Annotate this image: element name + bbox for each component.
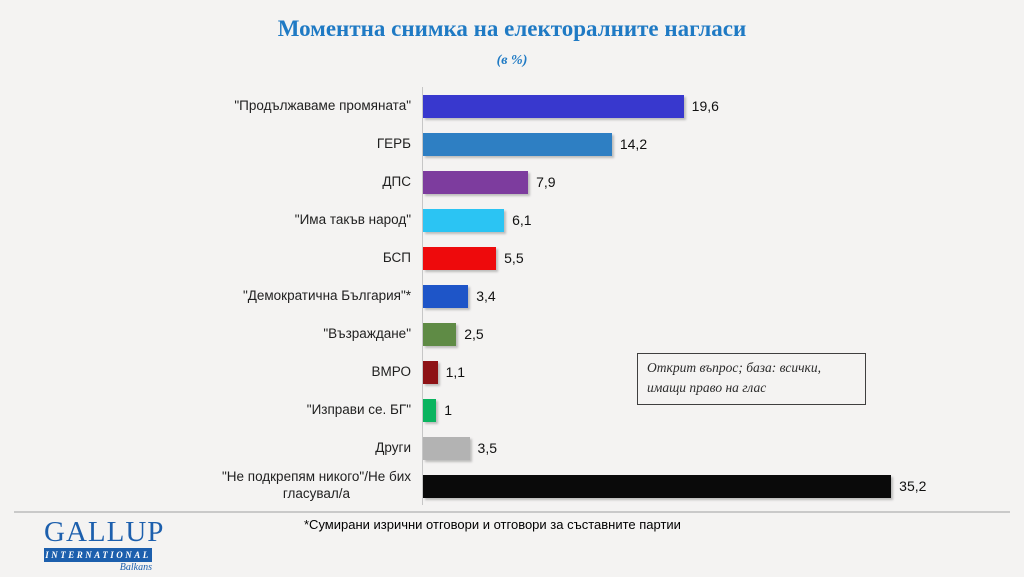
chart-row: "Не подкрепям никого"/Не бих гласувал/а 3… [0,467,1024,505]
chart-row: Други 3,5 [0,429,1024,467]
gallup-logo: GALLUP INTERNATIONAL Balkans [44,516,165,573]
bar-area: 6,1 [422,201,1024,239]
value-label: 1,1 [445,364,466,380]
category-label: ВМРО [0,364,422,381]
logo-region: Balkans [119,562,152,573]
category-label: Други [0,440,422,457]
category-label-text: БСП [382,249,411,265]
category-label-text: ДПС [382,173,411,189]
chart-row: "Продължаваме промяната" 19,6 [0,87,1024,125]
category-label: "Има такъв народ" [0,212,422,229]
value-label: 19,6 [691,98,719,114]
category-label-text: "Възраждане" [323,325,411,341]
bar [423,322,457,346]
bar-area: 35,2 [422,467,1024,505]
bar-area: 14,2 [422,125,1024,163]
category-label: "Не подкрепям никого"/Не бих гласувал/а [0,469,422,503]
category-label: БСП [0,250,422,267]
value-label: 1 [444,402,453,418]
category-label-text: "Продължаваме промяната" [234,97,411,113]
bar [423,398,437,422]
bar-area: 3,5 [422,429,1024,467]
bar-area: 1 [422,391,1024,429]
bar [423,360,438,384]
value-label: 6,1 [512,212,532,228]
value-label: 7,9 [536,174,556,190]
category-label-text: ГЕРБ [376,135,411,151]
chart-row: "Изправи се. БГ" 1 [0,391,1024,429]
bar [423,246,497,270]
bar-chart: "Продължаваме промяната" 19,6 ГЕРБ 14,2 ДПС 7… [0,87,1024,505]
value-label: 14,2 [619,136,648,152]
bar-area: 1,1 [422,353,1024,391]
value-label: 3,5 [477,440,498,456]
category-label: "Възраждане" [0,326,422,343]
logo-subname: INTERNATIONAL [44,548,152,562]
footer-divider [14,511,1010,513]
chart-rows: "Продължаваме промяната" 19,6 ГЕРБ 14,2 ДПС 7… [0,87,1024,505]
chart-row: "Демократична България"* 3,4 [0,277,1024,315]
annotation-text: Открит въпрос; база: всички, имащи право… [647,360,821,396]
category-label: "Демократична България"* [0,288,422,305]
bar [423,436,470,460]
category-label: ГЕРБ [0,136,422,153]
chart-row: ГЕРБ 14,2 [0,125,1024,163]
bar-area: 3,4 [422,277,1024,315]
category-label-text: ВМРО [371,363,411,379]
bar [423,132,612,156]
category-label-text: "Има такъв народ" [294,211,411,227]
chart-subtitle: (в %) [496,53,528,68]
bar-area: 19,6 [422,87,1024,125]
chart-row: "Има такъв народ" 6,1 [0,201,1024,239]
bar [423,94,684,118]
bar [423,284,469,308]
chart-row: ДПС 7,9 [0,163,1024,201]
logo-name: GALLUP [44,516,165,548]
value-label: 2,5 [464,326,484,342]
category-label-text: "Не подкрепям никого"/Не бих гласувал/а [221,469,411,501]
bar-area: 2,5 [422,315,1024,353]
bar [423,208,505,232]
category-label: "Изправи се. БГ" [0,402,422,419]
category-label: "Продължаваме промяната" [0,98,422,115]
bar [423,474,892,498]
bar-area: 7,9 [422,163,1024,201]
category-label-text: "Изправи се. БГ" [306,401,411,417]
bar [423,170,529,194]
value-label: 3,4 [476,288,496,304]
annotation-box: Открит въпрос; база: всички, имащи право… [637,353,866,405]
value-label: 5,5 [504,250,524,266]
chart-row: ВМРО 1,1 [0,353,1024,391]
category-label-text: "Демократична България"* [242,287,411,303]
category-label-text: Други [375,439,411,455]
value-label: 35,2 [899,478,927,494]
bar-area: 5,5 [422,239,1024,277]
chart-row: БСП 5,5 [0,239,1024,277]
category-label: ДПС [0,174,422,191]
chart-title: Моментна снимка на електоралните нагласи [277,16,747,41]
chart-row: "Възраждане" 2,5 [0,315,1024,353]
footnote: *Сумирани изрични отговори и отговори за… [304,517,681,532]
